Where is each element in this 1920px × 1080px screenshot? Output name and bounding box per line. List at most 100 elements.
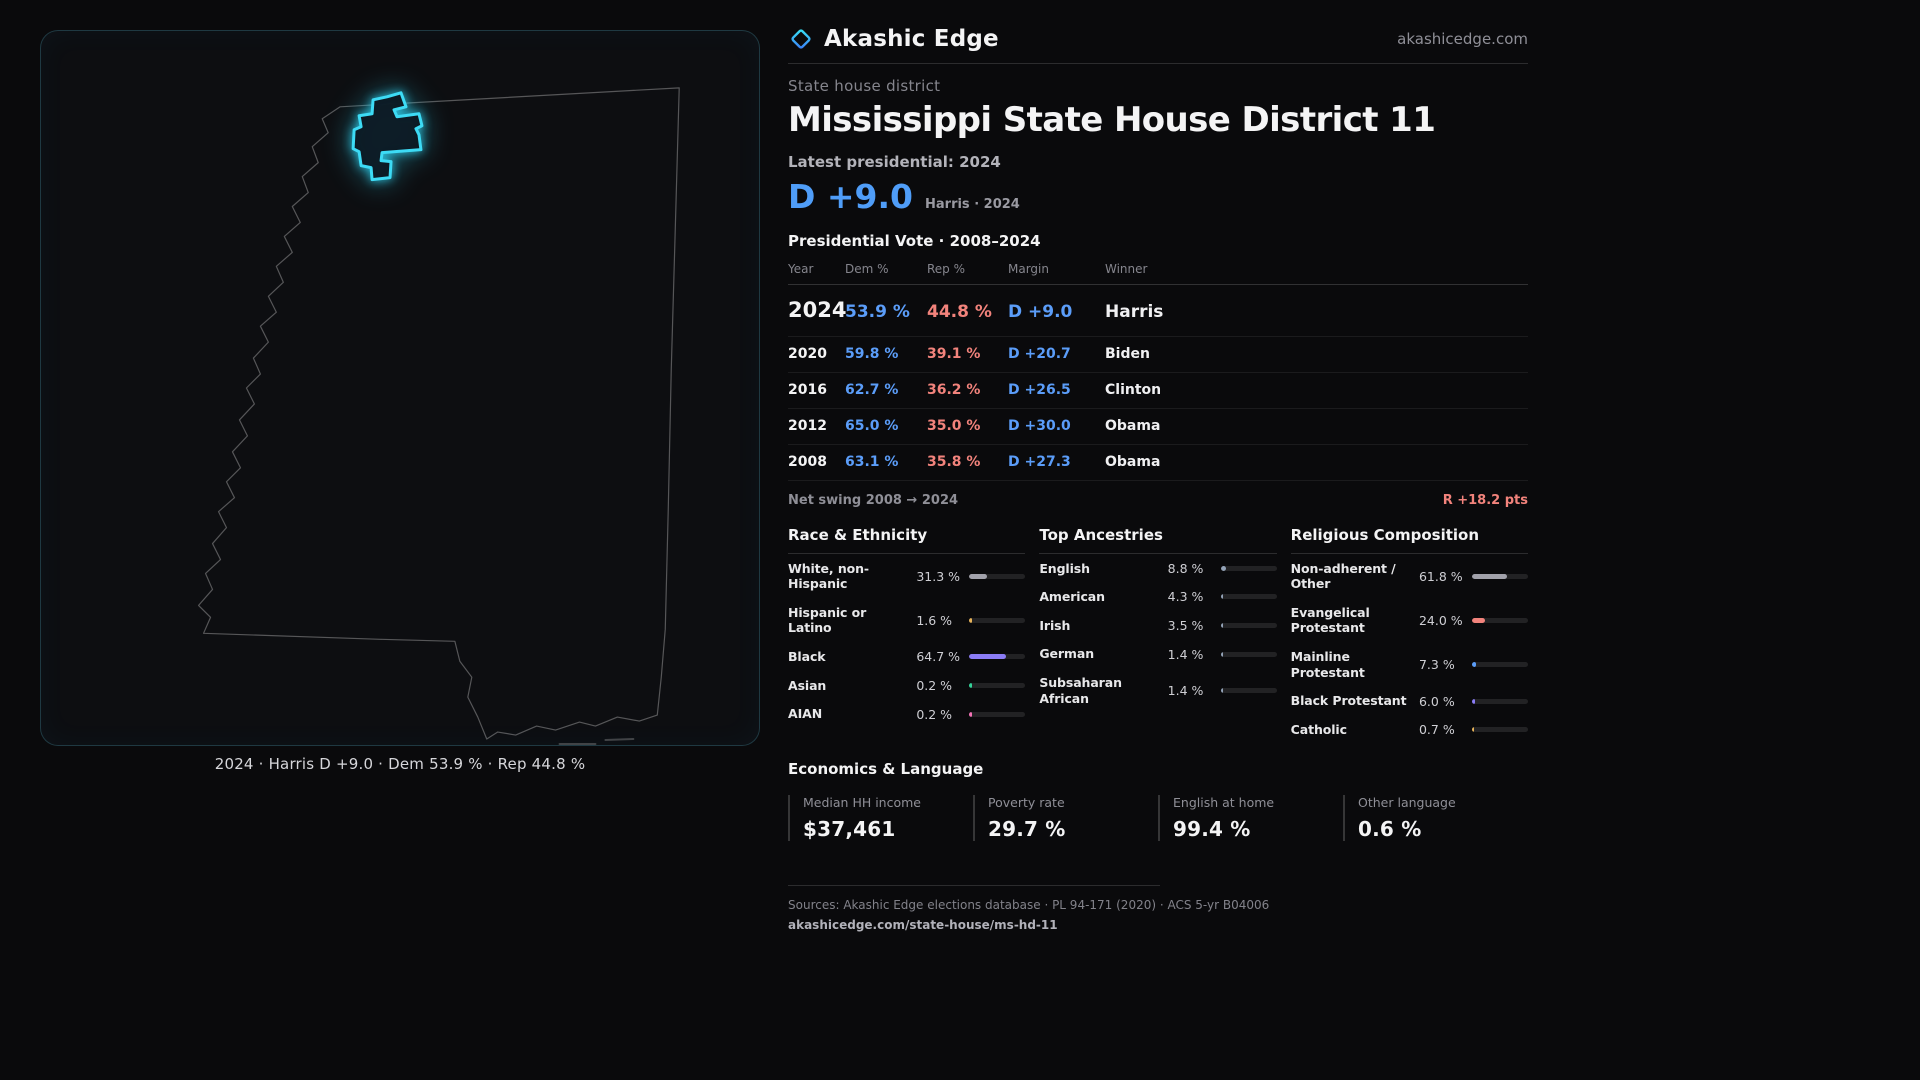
- winner-cell: Obama: [1105, 454, 1161, 470]
- stat-english-at-home: English at home 99.4 %: [1158, 795, 1343, 841]
- rep-cell: 44.8 %: [927, 302, 992, 322]
- demo-item: Asian 0.2 %: [788, 671, 1026, 700]
- percent-bar: [1220, 688, 1277, 694]
- table-row-2012: 2012 65.0 % 35.0 % D +30.0 Obama: [788, 409, 1528, 445]
- religion-column: Religious Composition Non-adherent / Oth…: [1290, 526, 1528, 744]
- demo-item: American 4.3 %: [1039, 583, 1277, 612]
- demo-item: Black 64.7 %: [788, 643, 1026, 672]
- percent-bar-fill: [969, 617, 972, 623]
- percent-bar-fill: [969, 573, 987, 579]
- percent-bar-fill: [1471, 617, 1486, 623]
- demo-item-label: Irish: [1039, 617, 1071, 633]
- race-ethnicity-column: Race & Ethnicity White, non-Hispanic 31.…: [788, 526, 1026, 744]
- permalink[interactable]: akashicedge.com/state-house/ms-hd-11: [788, 918, 1058, 932]
- demo-item-label: American: [1039, 589, 1105, 605]
- percent-bar-fill: [969, 654, 1006, 660]
- column-header-rep: Rep %: [927, 262, 966, 276]
- demo-item-label: White, non-Hispanic: [788, 560, 869, 592]
- vote-table-header-row: Year Dem % Rep % Margin Winner: [788, 262, 1528, 285]
- demo-item-value: 64.7 %: [916, 649, 961, 665]
- margin-cell: D +27.3: [1008, 454, 1071, 470]
- district-map-panel: [40, 30, 760, 746]
- stat-label: Other language: [1358, 795, 1456, 810]
- margin-cell: D +30.0: [1008, 418, 1071, 434]
- headline-margin-row: D +9.0 Harris · 2024: [788, 177, 1528, 216]
- demo-item: English 8.8 %: [1039, 554, 1277, 583]
- column-header-winner: Winner: [1105, 262, 1148, 276]
- table-row-2020: 2020 59.8 % 39.1 % D +20.7 Biden: [788, 337, 1528, 373]
- headline-margin-detail: Harris · 2024: [925, 197, 1020, 212]
- percent-bar-fill: [1471, 698, 1476, 704]
- percent-bar: [969, 617, 1026, 623]
- demo-item-label: English: [1039, 560, 1090, 576]
- percent-bar: [969, 654, 1026, 660]
- percent-bar: [1471, 662, 1528, 668]
- latest-presidential-label: Latest presidential: 2024: [788, 153, 1001, 171]
- stat-other-language: Other language 0.6 %: [1343, 795, 1528, 841]
- demo-item: White, non-Hispanic 31.3 %: [788, 554, 1026, 598]
- percent-bar: [1220, 594, 1277, 600]
- demo-item-value: 31.3 %: [916, 568, 961, 584]
- dem-cell: 65.0 %: [845, 418, 899, 434]
- demo-item-value: 4.3 %: [1167, 589, 1204, 605]
- demo-item-value: 3.5 %: [1167, 618, 1204, 634]
- ancestries-column: Top Ancestries English 8.8 % American 4.…: [1039, 526, 1277, 744]
- stat-value: 29.7 %: [988, 817, 1066, 841]
- rep-cell: 36.2 %: [927, 382, 981, 398]
- religion-title: Religious Composition: [1290, 526, 1528, 554]
- district-type-kicker: State house district: [788, 77, 941, 95]
- demo-item-value: 1.4 %: [1167, 683, 1204, 699]
- percent-bar: [969, 682, 1026, 688]
- stat-value: $37,461: [803, 817, 896, 841]
- state-outline: [197, 87, 680, 740]
- stat-median-income: Median HH income $37,461: [788, 795, 973, 841]
- mississippi-map: [197, 87, 680, 745]
- demo-item-value: 1.4 %: [1167, 646, 1204, 662]
- table-row-2016: 2016 62.7 % 36.2 % D +26.5 Clinton: [788, 373, 1528, 409]
- demo-item: Hispanic or Latino 1.6 %: [788, 598, 1026, 642]
- dem-cell: 59.8 %: [845, 346, 899, 362]
- demo-item-value: 0.2 %: [916, 706, 953, 722]
- net-swing-label: Net swing 2008 → 2024: [788, 493, 959, 508]
- ancestries-title: Top Ancestries: [1039, 526, 1277, 554]
- demo-item: Irish 3.5 %: [1039, 611, 1277, 640]
- column-header-margin: Margin: [1008, 262, 1049, 276]
- net-swing-value: R +18.2 pts: [1442, 493, 1528, 508]
- percent-bar-fill: [969, 682, 972, 688]
- column-header-dem: Dem %: [845, 262, 889, 276]
- demo-item-value: 0.2 %: [916, 677, 953, 693]
- stat-label: Median HH income: [803, 795, 921, 810]
- table-row-2024: 2024 53.9 % 44.8 % D +9.0 Harris: [788, 285, 1528, 337]
- percent-bar-fill: [1220, 688, 1224, 694]
- percent-bar: [1471, 698, 1528, 704]
- year-cell: 2008: [788, 454, 827, 470]
- rep-cell: 39.1 %: [927, 346, 981, 362]
- percent-bar-fill: [1220, 594, 1224, 600]
- net-swing-row: Net swing 2008 → 2024 R +18.2 pts: [788, 493, 1528, 508]
- demo-item-label: Mainline Protestant: [1290, 649, 1365, 680]
- demo-item-value: 6.0 %: [1418, 693, 1455, 709]
- demo-item: German 1.4 %: [1039, 640, 1277, 669]
- demo-item: Mainline Protestant 7.3 %: [1291, 643, 1528, 687]
- brand-domain-link[interactable]: akashicedge.com: [1397, 30, 1528, 48]
- demo-item: AIAN 0.2 %: [788, 700, 1026, 729]
- margin-cell: D +9.0: [1008, 302, 1073, 322]
- demo-item: Evangelical Protestant 24.0 %: [1291, 598, 1528, 642]
- stat-label: English at home: [1173, 795, 1275, 810]
- vote-table-title: Presidential Vote · 2008–2024: [788, 232, 1041, 250]
- stat-poverty-rate: Poverty rate 29.7 %: [973, 795, 1158, 841]
- demo-item: Subsaharan African 1.4 %: [1039, 669, 1277, 713]
- demo-item-value: 7.3 %: [1418, 657, 1455, 673]
- percent-bar: [969, 711, 1026, 717]
- demographics-section: Race & Ethnicity White, non-Hispanic 31.…: [788, 526, 1528, 744]
- rep-cell: 35.8 %: [927, 454, 981, 470]
- dem-cell: 63.1 %: [845, 454, 899, 470]
- demo-item: Black Protestant 6.0 %: [1291, 687, 1528, 716]
- demo-item-label: German: [1039, 646, 1094, 662]
- diamond-logo-icon: [791, 29, 811, 49]
- stat-value: 0.6 %: [1358, 817, 1422, 841]
- demo-item-label: Black Protestant: [1290, 693, 1407, 709]
- demo-item-value: 61.8 %: [1418, 568, 1463, 584]
- column-header-year: Year: [788, 262, 814, 276]
- brand-name: Akashic Edge: [824, 26, 999, 52]
